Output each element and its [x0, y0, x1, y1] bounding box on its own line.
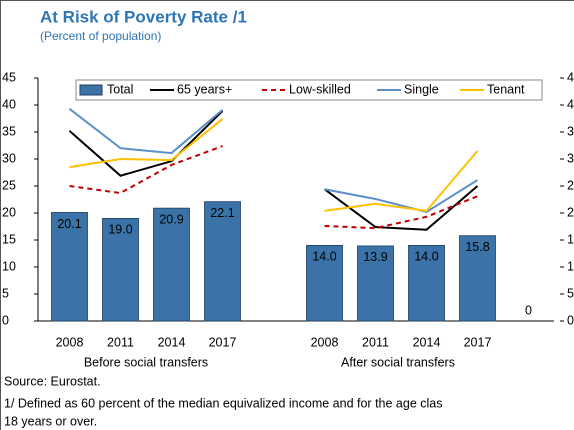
y2-tick-label: 0: [567, 313, 574, 327]
value-label: 0: [525, 303, 532, 317]
chart-title: At Risk of Poverty Rate /1: [40, 7, 247, 26]
chart-subtitle: (Percent of population): [40, 29, 161, 43]
x-tick-label: 2011: [107, 335, 134, 349]
legend-label: Total: [107, 82, 133, 96]
y-tick-label: 5: [2, 286, 9, 300]
x-tick-label: 2014: [413, 335, 441, 349]
legend-label: Low-skilled: [289, 82, 351, 96]
y2-tick-label: 25: [567, 178, 574, 192]
bar: [51, 212, 88, 322]
y-tick-label: 30: [2, 151, 16, 165]
bar: [153, 207, 190, 322]
y2-tick-label: 45: [567, 70, 574, 84]
y2-tick-label: 5: [567, 286, 574, 300]
bar: [408, 244, 445, 322]
source: Source: Eurostat.: [4, 374, 101, 388]
group-label: Before social transfers: [84, 355, 208, 369]
legend-label: Single: [404, 82, 439, 96]
x-tick-label: 2017: [464, 335, 492, 349]
line: [68, 107, 479, 213]
value-label: 13.9: [363, 250, 387, 264]
y-tick-label: 25: [2, 178, 16, 192]
x-tick-label: 2014: [158, 335, 186, 349]
legend-label: Tenant: [487, 82, 525, 96]
value-label: 19.0: [108, 223, 132, 237]
bar: [102, 217, 139, 322]
line: [68, 110, 479, 231]
value-label: 14.0: [414, 250, 438, 264]
y2-tick-label: 10: [567, 259, 574, 273]
value-label: 20.1: [57, 217, 81, 231]
y2-tick-label: 20: [567, 205, 574, 219]
y2-tick-label: 35: [567, 124, 574, 138]
bar: [204, 201, 241, 322]
y2-tick-label: 15: [567, 232, 574, 246]
x-tick-label: 2017: [209, 335, 237, 349]
y-tick-label: 0: [2, 313, 9, 327]
y-tick-label: 15: [2, 232, 16, 246]
x-tick-label: 2008: [311, 335, 339, 349]
footnote: 18 years or over.: [4, 414, 97, 428]
y-tick-label: 20: [2, 205, 16, 219]
bar: [306, 244, 343, 322]
group-label: After social transfers: [341, 355, 455, 369]
line: [69, 118, 479, 212]
footnote: 1/ Defined as 60 percent of the median e…: [4, 396, 442, 410]
y-tick-label: 35: [2, 124, 16, 138]
y-tick-label: 10: [2, 259, 16, 273]
value-label: 22.1: [210, 206, 234, 220]
line: [69, 145, 478, 230]
y2-tick-label: 30: [567, 151, 574, 165]
legend-label: 65 years+: [177, 82, 232, 96]
value-label: 20.9: [159, 212, 183, 226]
x-tick-label: 2011: [362, 335, 389, 349]
bar: [357, 245, 394, 322]
y-tick-label: 45: [2, 70, 16, 84]
bar: [459, 235, 496, 322]
legend-box: [75, 79, 543, 101]
value-label: 14.0: [312, 250, 336, 264]
value-label: 15.8: [465, 240, 489, 254]
x-tick-label: 2008: [56, 335, 84, 349]
y-tick-label: 40: [2, 97, 16, 111]
legend-swatch: [79, 84, 103, 96]
y2-tick-label: 40: [567, 97, 574, 111]
